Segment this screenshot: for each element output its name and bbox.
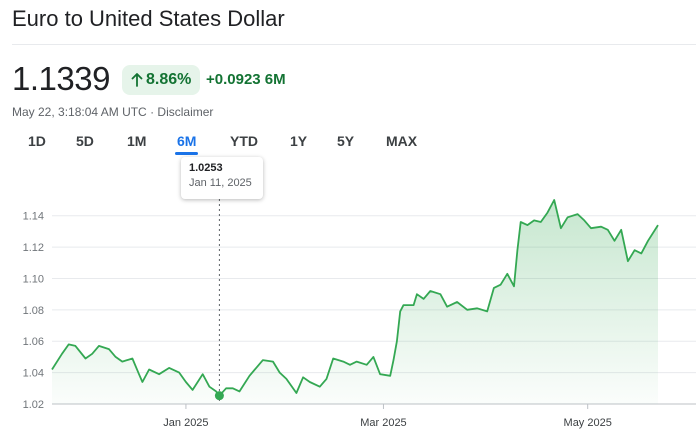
y-tick-label: 1.12	[23, 242, 44, 254]
x-tick-label: May 2025	[564, 417, 612, 429]
y-tick-label: 1.06	[23, 336, 44, 348]
x-tick-label: Mar 2025	[360, 417, 406, 429]
x-axis: Jan 2025 Mar 2025 May 2025	[163, 404, 612, 429]
y-axis: 1.02 1.04 1.06 1.08 1.10 1.12 1.14	[23, 211, 44, 411]
price-area	[52, 200, 658, 404]
arrow-up-icon	[131, 73, 143, 87]
change-absolute: +0.0923 6M	[206, 71, 286, 88]
current-price: 1.1339	[12, 60, 110, 97]
x-tick-label: Jan 2025	[163, 417, 208, 429]
tooltip-date: Jan 11, 2025	[189, 177, 252, 189]
y-tick-label: 1.04	[23, 368, 44, 380]
y-tick-label: 1.08	[23, 305, 44, 317]
page-title: Euro to United States Dollar	[12, 6, 285, 31]
tab-ytd[interactable]: YTD	[230, 133, 258, 149]
change-percent-badge: 8.86%	[122, 65, 201, 95]
disclaimer-link[interactable]: Disclaimer	[157, 105, 214, 119]
tab-1d[interactable]: 1D	[28, 133, 46, 149]
tab-5y[interactable]: 5Y	[337, 133, 355, 149]
tab-1y[interactable]: 1Y	[290, 133, 308, 149]
meta-separator: ·	[146, 105, 158, 119]
tab-1m[interactable]: 1M	[127, 133, 147, 149]
y-tick-label: 1.10	[23, 273, 44, 285]
tab-max[interactable]: MAX	[386, 133, 418, 149]
quote-meta: May 22, 3:18:04 AM UTC · Disclaimer	[12, 105, 213, 119]
price-chart[interactable]: 1.02 1.04 1.06 1.08 1.10 1.12 1.14 Jan 2025 Mar…	[0, 155, 696, 437]
timestamp: May 22, 3:18:04 AM UTC	[12, 105, 147, 119]
y-tick-label: 1.02	[23, 399, 44, 411]
tab-5d[interactable]: 5D	[76, 133, 94, 149]
chart-tooltip: 1.0253 Jan 11, 2025	[181, 157, 263, 199]
crosshair-marker	[214, 391, 224, 401]
price-line	[51, 199, 659, 397]
y-tick-label: 1.14	[23, 211, 44, 223]
tab-6m[interactable]: 6M	[174, 131, 199, 155]
tooltip-value: 1.0253	[189, 162, 223, 174]
header-divider	[12, 44, 696, 45]
change-percent: 8.86%	[146, 71, 192, 88]
